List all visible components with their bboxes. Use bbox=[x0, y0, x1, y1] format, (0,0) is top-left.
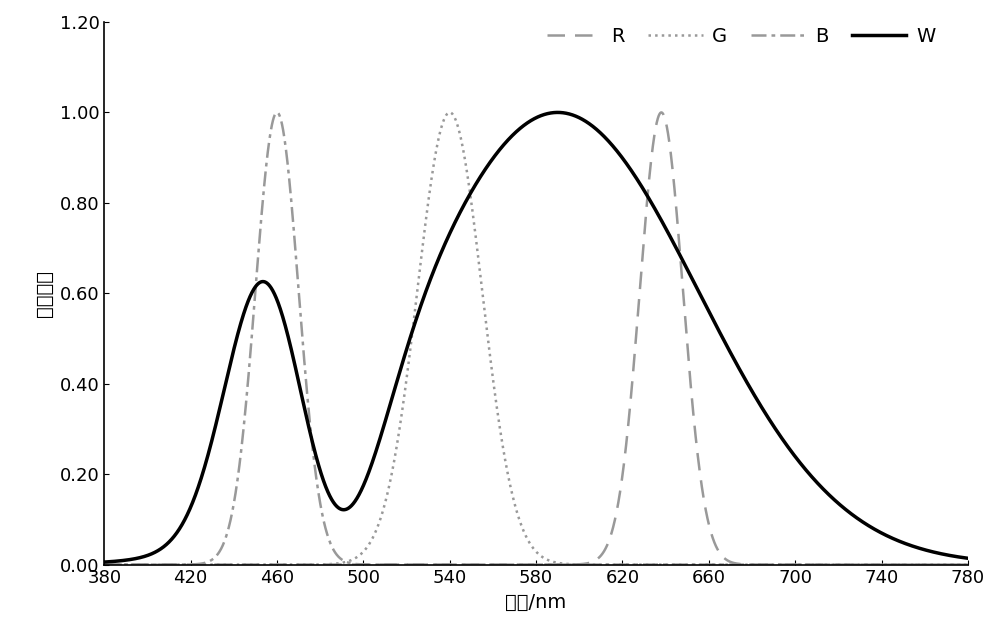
G bbox=[98, 561, 110, 568]
R bbox=[726, 559, 738, 566]
G bbox=[468, 221, 480, 229]
G bbox=[893, 561, 905, 568]
Y-axis label: 光谱功率: 光谱功率 bbox=[35, 270, 54, 317]
G bbox=[962, 561, 974, 568]
W bbox=[509, 130, 521, 137]
Line: B: B bbox=[104, 112, 968, 564]
R bbox=[461, 561, 473, 568]
B bbox=[509, 561, 521, 568]
R bbox=[893, 561, 905, 568]
Line: W: W bbox=[104, 112, 968, 562]
B bbox=[893, 561, 905, 568]
W bbox=[98, 558, 110, 566]
W bbox=[962, 554, 974, 562]
R bbox=[962, 561, 974, 568]
R bbox=[509, 561, 521, 568]
B bbox=[726, 561, 738, 568]
G bbox=[509, 501, 521, 508]
Line: G: G bbox=[104, 112, 968, 564]
W bbox=[936, 550, 948, 557]
X-axis label: 波长/nm: 波长/nm bbox=[505, 593, 567, 612]
G bbox=[461, 171, 473, 178]
B bbox=[962, 561, 974, 568]
B bbox=[98, 561, 110, 568]
W bbox=[893, 537, 905, 545]
G bbox=[936, 561, 948, 568]
R bbox=[936, 561, 948, 568]
W bbox=[468, 183, 480, 191]
W bbox=[461, 196, 473, 203]
Legend: R, G, B, W: R, G, B, W bbox=[541, 21, 941, 51]
Line: R: R bbox=[104, 112, 968, 564]
B bbox=[468, 561, 480, 568]
R bbox=[655, 108, 667, 116]
G bbox=[444, 108, 456, 116]
R bbox=[98, 561, 110, 568]
W bbox=[552, 108, 564, 116]
B bbox=[461, 561, 473, 568]
W bbox=[726, 352, 738, 359]
R bbox=[468, 561, 480, 568]
G bbox=[726, 561, 738, 568]
B bbox=[936, 561, 948, 568]
B bbox=[271, 108, 283, 116]
